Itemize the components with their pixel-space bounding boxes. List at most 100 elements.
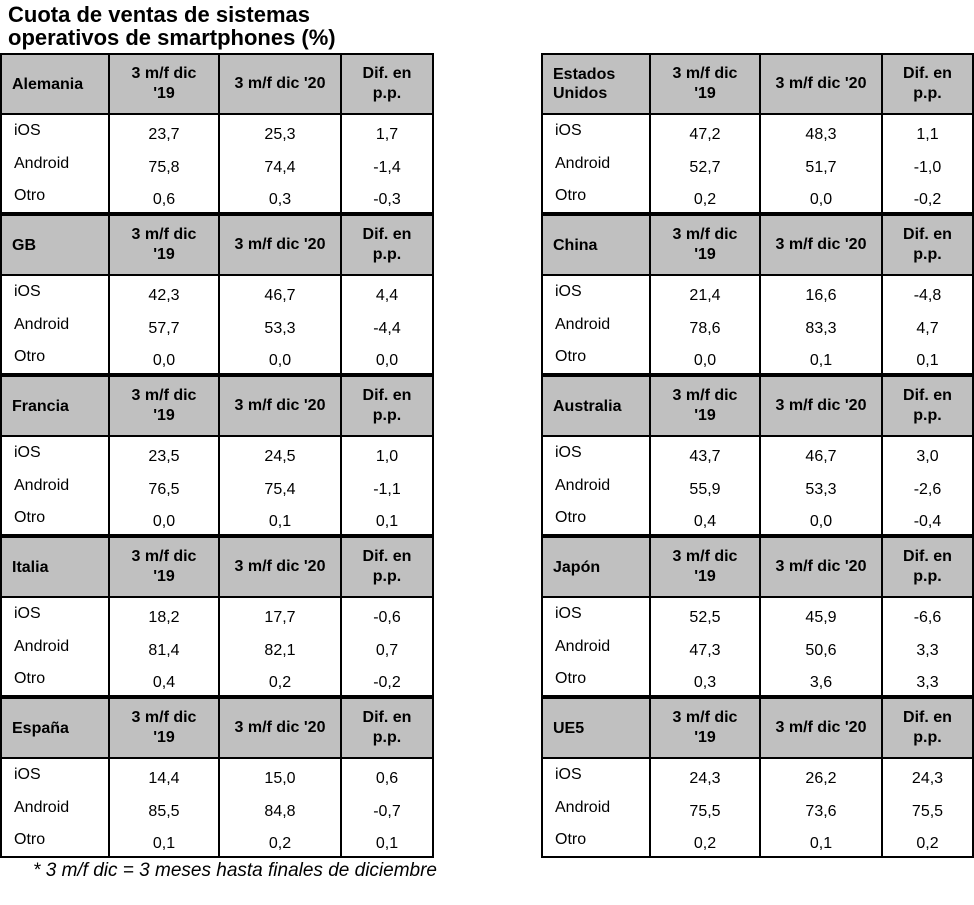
value-cell: 45,9 — [759, 597, 883, 630]
value-cell: 43,7 — [649, 436, 761, 469]
value-cell: -0,7 — [340, 791, 434, 824]
column-header-3: Dif. en p.p. — [881, 215, 974, 276]
table-header-row: UE5 3 m/f dic '19 3 m/f dic '20 Dif. en p.p… — [541, 698, 974, 759]
value-cell: 24,3 — [881, 758, 974, 791]
country-name: Australia — [541, 376, 651, 437]
value-cell: -0,3 — [340, 180, 434, 213]
table-header-row: China 3 m/f dic '19 3 m/f dic '20 Dif. en p… — [541, 215, 974, 276]
footnote: * 3 m/f dic = 3 meses hasta finales de d… — [33, 860, 437, 881]
os-label: Otro — [0, 341, 110, 374]
column-header-2: 3 m/f dic '20 — [218, 376, 342, 437]
table-row: iOS 52,5 45,9 -6,6 — [541, 597, 974, 630]
column-header-1: 3 m/f dic '19 — [108, 54, 220, 115]
table-row: Android 55,9 53,3 -2,6 — [541, 469, 974, 502]
table-row: iOS 24,3 26,2 24,3 — [541, 758, 974, 791]
value-cell: 0,0 — [108, 502, 220, 535]
value-cell: 53,3 — [759, 469, 883, 502]
os-label: Otro — [541, 341, 651, 374]
country-table: Alemania 3 m/f dic '19 3 m/f dic '20 Dif. e… — [0, 53, 434, 214]
table-header-row: Alemania 3 m/f dic '19 3 m/f dic '20 Dif. e… — [0, 54, 434, 115]
table-row: Otro 0,0 0,0 0,0 — [0, 341, 434, 374]
table-row: iOS 14,4 15,0 0,6 — [0, 758, 434, 791]
value-cell: 75,5 — [649, 791, 761, 824]
tables-area: Alemania 3 m/f dic '19 3 m/f dic '20 Dif. e… — [0, 53, 974, 858]
os-label: Android — [541, 791, 651, 824]
value-cell: 0,1 — [881, 341, 974, 374]
page-title: Cuota de ventas de sistemas operativos d… — [8, 2, 336, 50]
country-table: Australia 3 m/f dic '19 3 m/f dic '20 Dif. … — [541, 375, 974, 536]
table-header-row: España 3 m/f dic '19 3 m/f dic '20 Dif. en … — [0, 698, 434, 759]
value-cell: 1,0 — [340, 436, 434, 469]
value-cell: 53,3 — [218, 308, 342, 341]
os-label: iOS — [0, 275, 110, 308]
os-label: Android — [541, 308, 651, 341]
table-row: Otro 0,4 0,0 -0,4 — [541, 502, 974, 535]
value-cell: 24,3 — [649, 758, 761, 791]
column-header-2: 3 m/f dic '20 — [759, 54, 883, 115]
value-cell: 3,3 — [881, 663, 974, 696]
value-cell: -1,1 — [340, 469, 434, 502]
table-row: Otro 0,2 0,1 0,2 — [541, 824, 974, 857]
value-cell: 0,2 — [881, 824, 974, 857]
value-cell: 3,6 — [759, 663, 883, 696]
value-cell: 52,7 — [649, 147, 761, 180]
column-header-2: 3 m/f dic '20 — [759, 215, 883, 276]
column-header-2: 3 m/f dic '20 — [759, 537, 883, 598]
value-cell: 0,0 — [340, 341, 434, 374]
os-label: Android — [0, 308, 110, 341]
value-cell: 0,1 — [218, 502, 342, 535]
country-table: UE5 3 m/f dic '19 3 m/f dic '20 Dif. en p.p… — [541, 697, 974, 858]
value-cell: 1,7 — [340, 114, 434, 147]
value-cell: 0,6 — [108, 180, 220, 213]
value-cell: -0,4 — [881, 502, 974, 535]
value-cell: 14,4 — [108, 758, 220, 791]
value-cell: 48,3 — [759, 114, 883, 147]
country-table: GB 3 m/f dic '19 3 m/f dic '20 Dif. en p.p.… — [0, 214, 434, 375]
value-cell: 3,0 — [881, 436, 974, 469]
value-cell: 0,7 — [340, 630, 434, 663]
value-cell: 85,5 — [108, 791, 220, 824]
country-name: Alemania — [0, 54, 110, 115]
value-cell: 0,0 — [649, 341, 761, 374]
value-cell: -1,0 — [881, 147, 974, 180]
os-label: Android — [0, 469, 110, 502]
os-label: Android — [541, 147, 651, 180]
os-label: iOS — [541, 758, 651, 791]
value-cell: -4,4 — [340, 308, 434, 341]
table-header-row: Francia 3 m/f dic '19 3 m/f dic '20 Dif. en… — [0, 376, 434, 437]
table-row: Android 47,3 50,6 3,3 — [541, 630, 974, 663]
column-header-1: 3 m/f dic '19 — [649, 376, 761, 437]
column-header-3: Dif. en p.p. — [881, 376, 974, 437]
column-header-2: 3 m/f dic '20 — [218, 215, 342, 276]
value-cell: 76,5 — [108, 469, 220, 502]
value-cell: 55,9 — [649, 469, 761, 502]
value-cell: 47,3 — [649, 630, 761, 663]
value-cell: 24,5 — [218, 436, 342, 469]
os-label: Android — [0, 791, 110, 824]
table-header-row: Japón 3 m/f dic '19 3 m/f dic '20 Dif. en p… — [541, 537, 974, 598]
table-header-row: Australia 3 m/f dic '19 3 m/f dic '20 Dif. … — [541, 376, 974, 437]
country-name: España — [0, 698, 110, 759]
left-table-column: Alemania 3 m/f dic '19 3 m/f dic '20 Dif. e… — [0, 53, 434, 858]
country-name: Japón — [541, 537, 651, 598]
os-label: Otro — [541, 663, 651, 696]
table-row: iOS 21,4 16,6 -4,8 — [541, 275, 974, 308]
country-name: Estados Unidos — [541, 54, 651, 115]
value-cell: 57,7 — [108, 308, 220, 341]
os-label: Otro — [0, 663, 110, 696]
column-header-3: Dif. en p.p. — [881, 537, 974, 598]
value-cell: 0,2 — [218, 824, 342, 857]
value-cell: 0,1 — [340, 502, 434, 535]
os-label: Android — [0, 630, 110, 663]
right-table-column: Estados Unidos 3 m/f dic '19 3 m/f dic '20… — [541, 53, 974, 858]
table-row: Otro 0,0 0,1 0,1 — [0, 502, 434, 535]
column-header-1: 3 m/f dic '19 — [108, 698, 220, 759]
table-row: iOS 23,5 24,5 1,0 — [0, 436, 434, 469]
value-cell: 84,8 — [218, 791, 342, 824]
value-cell: 75,8 — [108, 147, 220, 180]
os-label: Otro — [541, 502, 651, 535]
value-cell: 0,2 — [218, 663, 342, 696]
value-cell: 26,2 — [759, 758, 883, 791]
value-cell: 73,6 — [759, 791, 883, 824]
value-cell: 78,6 — [649, 308, 761, 341]
